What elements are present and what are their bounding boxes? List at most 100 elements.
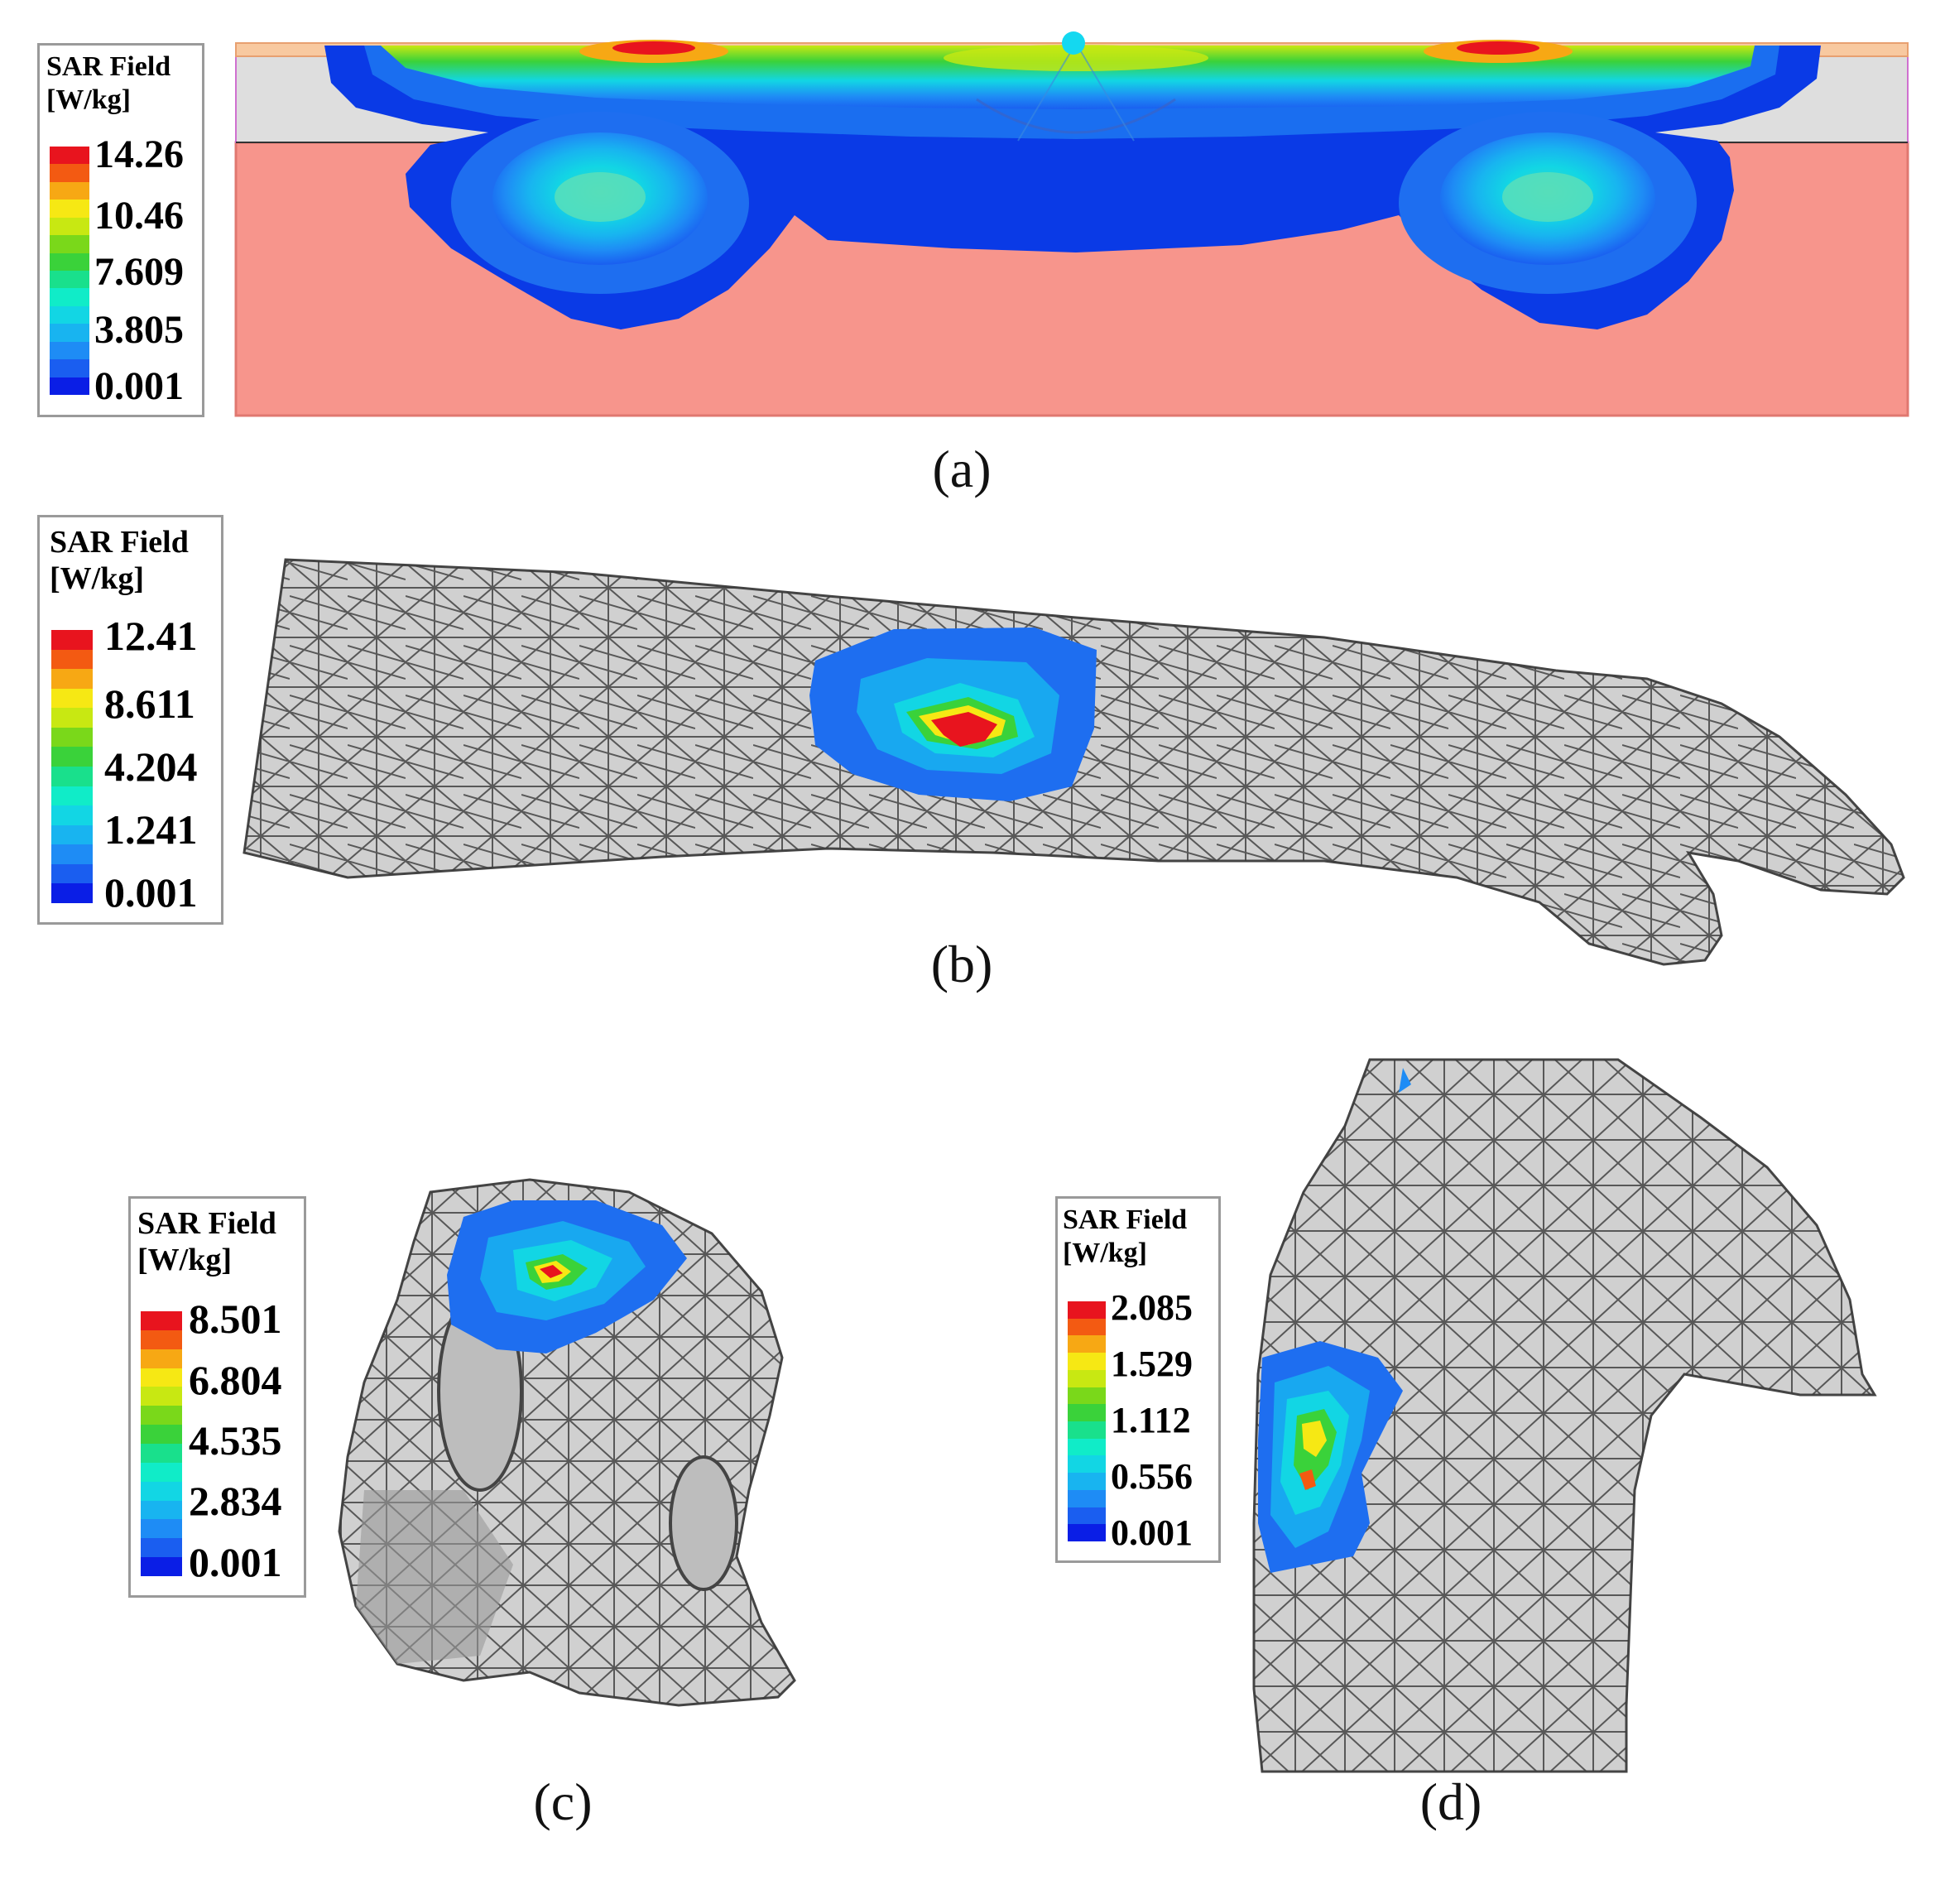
legend-swatch: [51, 630, 93, 651]
legend-a-tick-min: 0.001: [94, 364, 184, 408]
legend-swatch: [51, 844, 93, 865]
legend-c-tick-min: 0.001: [189, 1539, 282, 1585]
legend-swatch: [51, 863, 93, 884]
legend-swatch: [1068, 1404, 1106, 1422]
legend-d-tick-2: 1.529: [1111, 1344, 1193, 1384]
legend-swatch: [141, 1368, 182, 1387]
legend-c-title: SAR Field [W/kg]: [137, 1206, 276, 1277]
legend-swatch: [50, 324, 89, 343]
legend-swatch: [50, 252, 89, 272]
torso-mesh-image: [1252, 1058, 1877, 1773]
legend-b-tick-4: 1.241: [104, 806, 198, 853]
legend-swatch: [1068, 1369, 1106, 1388]
legend-swatch: [141, 1557, 182, 1577]
legend-swatch: [50, 164, 89, 183]
legend-swatch: [141, 1329, 182, 1350]
legend-d-tick-4: 0.556: [1111, 1456, 1193, 1497]
legend-swatch: [1068, 1438, 1106, 1456]
legend-d: SAR Field [W/kg] 2.085 1.529 1.112 0.556…: [1055, 1196, 1221, 1563]
legend-swatch: [1068, 1524, 1106, 1542]
panel-b: SAR Field [W/kg] 12.41 8.611 4.204 1.241…: [0, 513, 1945, 1027]
legend-swatch: [50, 305, 89, 325]
legend-swatch: [1068, 1335, 1106, 1353]
legend-b-scale: [51, 630, 93, 904]
legend-c-scale: [141, 1311, 182, 1577]
legend-swatch: [50, 217, 89, 236]
legend-swatch: [1068, 1318, 1106, 1336]
legend-swatch: [50, 235, 89, 254]
legend-c: SAR Field [W/kg] 8.501 6.804 4.535 2.834…: [128, 1196, 306, 1598]
legend-swatch: [50, 288, 89, 307]
legend-swatch: [1068, 1387, 1106, 1405]
legend-swatch: [50, 200, 89, 219]
legend-b-title: SAR Field [W/kg]: [50, 525, 189, 596]
legend-a-title: SAR Field [W/kg]: [46, 51, 171, 115]
caption-b: (b): [930, 935, 993, 993]
legend-swatch: [51, 649, 93, 670]
legend-swatch: [141, 1444, 182, 1464]
legend-a-tick-3: 7.609: [94, 250, 184, 294]
legend-c-tick-3: 4.535: [189, 1417, 282, 1464]
caption-d: (d): [1419, 1772, 1482, 1831]
legend-c-tick-max: 8.501: [189, 1296, 282, 1342]
legend-d-scale: [1068, 1301, 1106, 1542]
legend-swatch: [141, 1406, 182, 1426]
legend-b-tick-min: 0.001: [104, 869, 198, 916]
legend-a: SAR Field [W/kg] 14.26 10.46 7.609 3.805…: [37, 43, 204, 417]
head-mesh-image: [338, 1178, 796, 1707]
legend-swatch: [141, 1311, 182, 1331]
arm-mesh-image: [243, 558, 1905, 966]
legend-swatch: [1068, 1353, 1106, 1371]
legend-swatch: [51, 747, 93, 767]
antenna-marker: [1062, 31, 1085, 55]
legend-b: SAR Field [W/kg] 12.41 8.611 4.204 1.241…: [37, 515, 223, 925]
legend-swatch: [1068, 1489, 1106, 1508]
legend-a-tick-4: 3.805: [94, 308, 184, 352]
legend-swatch: [50, 359, 89, 378]
legend-swatch: [141, 1538, 182, 1558]
legend-swatch: [1068, 1455, 1106, 1474]
legend-c-tick-2: 6.804: [189, 1357, 282, 1403]
legend-b-tick-max: 12.41: [104, 613, 198, 659]
sar-cross-section-image: [234, 31, 1909, 417]
legend-a-tick-2: 10.46: [94, 194, 184, 238]
legend-swatch: [1068, 1507, 1106, 1525]
legend-b-tick-2: 8.611: [104, 680, 195, 727]
legend-swatch: [50, 181, 89, 200]
legend-swatch: [141, 1519, 182, 1539]
legend-a-scale: [50, 147, 89, 396]
legend-swatch: [141, 1481, 182, 1502]
legend-swatch: [51, 688, 93, 709]
legend-swatch: [51, 727, 93, 748]
legend-swatch: [51, 883, 93, 904]
legend-swatch: [50, 341, 89, 360]
legend-swatch: [1068, 1421, 1106, 1440]
legend-swatch: [51, 825, 93, 845]
caption-a: (a): [932, 440, 992, 498]
legend-swatch: [141, 1387, 182, 1406]
legend-swatch: [51, 669, 93, 690]
legend-swatch: [51, 805, 93, 826]
legend-swatch: [51, 786, 93, 806]
legend-swatch: [141, 1425, 182, 1445]
legend-swatch: [51, 708, 93, 728]
panel-a: SAR Field [W/kg] 14.26 10.46 7.609 3.805…: [0, 0, 1945, 513]
legend-swatch: [1068, 1301, 1106, 1320]
panel-d: SAR Field [W/kg] 2.085 1.529 1.112 0.556…: [972, 1027, 1945, 1904]
legend-swatch: [1068, 1473, 1106, 1491]
legend-b-tick-3: 4.204: [104, 743, 198, 790]
legend-c-tick-4: 2.834: [189, 1478, 282, 1524]
legend-d-title: SAR Field [W/kg]: [1063, 1204, 1188, 1268]
panel-c: SAR Field [W/kg] 8.501 6.804 4.535 2.834…: [0, 1027, 972, 1904]
legend-swatch: [141, 1500, 182, 1520]
legend-swatch: [50, 271, 89, 289]
caption-c: (c): [533, 1772, 593, 1831]
legend-swatch: [50, 377, 89, 396]
legend-swatch: [50, 147, 89, 165]
legend-swatch: [141, 1462, 182, 1483]
legend-swatch: [141, 1349, 182, 1369]
legend-a-tick-max: 14.26: [94, 132, 184, 176]
legend-d-tick-max: 2.085: [1111, 1287, 1193, 1328]
legend-d-tick-3: 1.112: [1111, 1400, 1191, 1440]
legend-d-tick-min: 0.001: [1111, 1512, 1193, 1553]
